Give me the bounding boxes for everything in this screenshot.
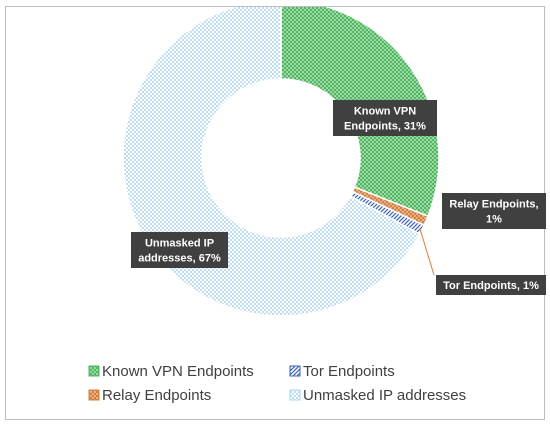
legend-label: Relay Endpoints	[102, 387, 211, 404]
data-label-relay-endpoints: Relay Endpoints, 1%	[442, 193, 546, 229]
data-labels: Known VPN Endpoints, 31% Relay Endpoints, 1…	[131, 100, 546, 295]
legend-label: Known VPN Endpoints	[102, 363, 254, 380]
data-label-text: addresses, 67%	[138, 253, 221, 265]
legend-label: Tor Endpoints	[303, 363, 395, 380]
legend-swatch	[88, 365, 100, 377]
legend-item-tor-endpoints: Tor Endpoints	[289, 363, 395, 380]
chart-legend: Known VPN Endpoints Tor Endpoints Relay En…	[88, 363, 466, 404]
legend-swatch	[289, 389, 301, 401]
data-label-text: 1%	[486, 214, 502, 226]
data-label-text: Relay Endpoints,	[449, 199, 538, 211]
legend-item-known-vpn-endpoints: Known VPN Endpoints	[88, 363, 254, 380]
data-label-unmasked-ip-addresses: Unmasked IP addresses, 67%	[131, 232, 228, 268]
data-label-known-vpn-endpoints: Known VPN Endpoints, 31%	[333, 100, 437, 136]
legend-item-relay-endpoints: Relay Endpoints	[88, 387, 211, 404]
legend-swatch	[88, 389, 100, 401]
data-label-text: Endpoints, 31%	[344, 121, 426, 133]
donut-chart: Known VPN Endpoints, 31% Relay Endpoints, 1…	[88, 7, 546, 404]
data-label-text: Tor Endpoints, 1%	[443, 280, 539, 292]
data-label-text: Known VPN	[354, 106, 416, 118]
data-label-text: Unmasked IP	[145, 238, 214, 250]
legend-label: Unmasked IP addresses	[303, 387, 466, 404]
leader-line-tor	[419, 228, 435, 276]
chart-frame: Known VPN Endpoints, 31% Relay Endpoints, 1…	[5, 6, 546, 420]
legend-item-unmasked-ip-addresses: Unmasked IP addresses	[289, 387, 466, 404]
legend-swatch	[289, 365, 301, 377]
donut-slices	[122, 7, 440, 317]
data-label-tor-endpoints: Tor Endpoints, 1%	[436, 275, 546, 295]
